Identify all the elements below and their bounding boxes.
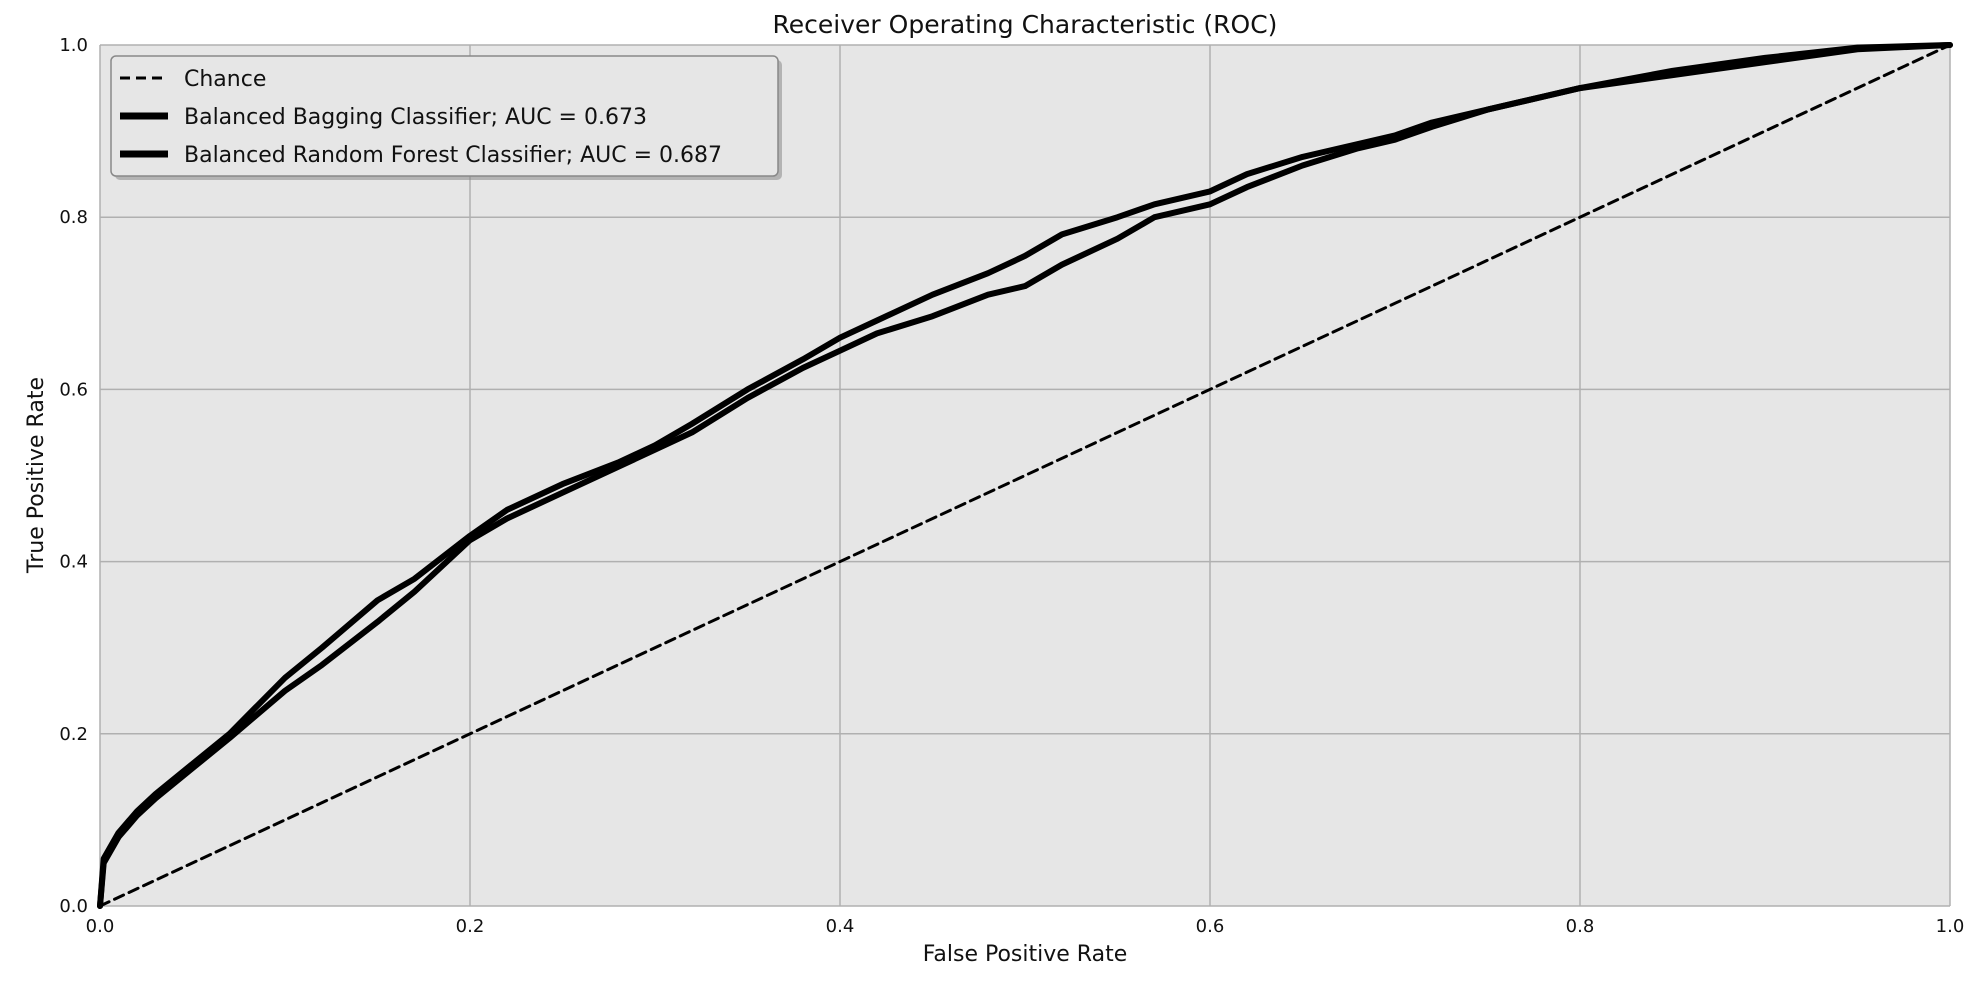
- x-tick-label: 0.8: [1566, 916, 1595, 937]
- gridlines: [99, 44, 1951, 907]
- legend-box: [110, 55, 779, 177]
- y-tick-label: 0.6: [59, 379, 88, 400]
- y-tick-label: 0.2: [59, 724, 88, 745]
- x-tick-label: 1.0: [1936, 916, 1965, 937]
- x-tick-label: 0.0: [86, 916, 115, 937]
- plot-series: [97, 42, 1953, 909]
- legend-label-chance: Chance: [184, 67, 266, 92]
- y-tick-label: 1.0: [59, 35, 88, 56]
- x-axis-label: False Positive Rate: [923, 942, 1127, 967]
- series-line-chance: [98, 43, 1952, 908]
- y-tick-label: 0.0: [59, 896, 88, 917]
- legend-label-balanced-random-forest: Balanced Random Forest Classifier; AUC =…: [184, 143, 722, 168]
- y-axis-label: True Positive Rate: [24, 377, 49, 574]
- y-tick-label: 0.8: [59, 207, 88, 228]
- x-tick-label: 0.2: [456, 916, 485, 937]
- x-tick-label: 0.4: [826, 916, 855, 937]
- legend: Chance Balanced Bagging Classifier; AUC …: [110, 55, 782, 180]
- series-line-balanced-random-forest-classifier: [97, 42, 1953, 909]
- x-tick-label: 0.6: [1196, 916, 1225, 937]
- tick-labels: 0.0 0.2 0.4 0.6 0.8 1.0 0.0 0.2 0.4 0.6 0.8 1.0: [59, 35, 1964, 937]
- chart-title: Receiver Operating Characteristic (ROC): [773, 10, 1278, 39]
- legend-label-balanced-bagging: Balanced Bagging Classifier; AUC = 0.673: [184, 105, 647, 130]
- y-tick-label: 0.4: [59, 552, 88, 573]
